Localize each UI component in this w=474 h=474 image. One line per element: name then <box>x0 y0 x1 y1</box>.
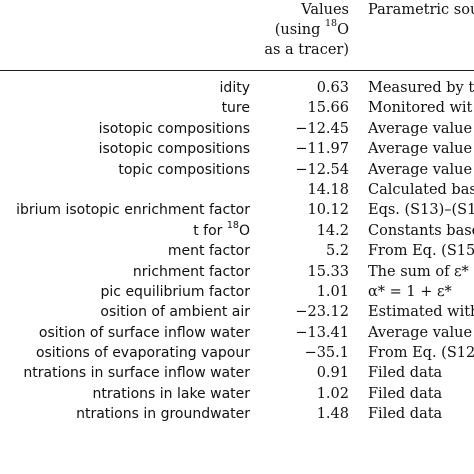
parameter-name-text: ment factor <box>167 243 250 260</box>
table-row: t for 18O 14.2 Constants base <box>0 221 474 241</box>
parameter-source: From Eq. (S12 <box>368 345 474 362</box>
parameter-name-text: pic equilibrium factor <box>100 283 250 300</box>
table-row: isotopic compositions −12.45 Average value <box>0 119 474 139</box>
parameter-value: 0.63 <box>316 80 349 96</box>
parameter-name: t for 18O <box>193 221 250 241</box>
parameter-source: Filed data <box>368 365 443 382</box>
parameter-name: isotopic compositions <box>99 119 250 139</box>
parameter-name-text: ntrations in surface inflow water <box>23 365 250 382</box>
parameter-name-text: t for <box>193 222 227 239</box>
parameter-name: nrichment factor <box>133 262 250 282</box>
parameter-source: Constants base <box>368 222 474 239</box>
parameter-source: Measured by th <box>368 80 474 96</box>
parameter-name: topic compositions <box>118 160 250 180</box>
table-row: ositions of evaporating vapour −35.1 From … <box>0 343 474 363</box>
parameter-value: 1.02 <box>316 385 349 402</box>
parameter-name-text: ibrium isotopic enrichment factor <box>16 202 250 219</box>
parameter-name: osition of surface inflow water <box>39 323 250 343</box>
parameter-name-text: idity <box>219 80 250 96</box>
parameter-source: Average value <box>368 161 473 178</box>
values-header-line3: as a tracer) <box>264 42 349 58</box>
parameter-value: 10.12 <box>307 202 349 219</box>
parameter-value: 0.91 <box>316 365 349 382</box>
parameter-source: Calculated bas <box>368 181 474 198</box>
parameter-value: 1.01 <box>316 283 349 300</box>
parameter-value: 15.66 <box>307 100 349 117</box>
parameter-source: α* = 1 + ε* <box>368 283 452 300</box>
parameter-value: 15.33 <box>307 263 349 280</box>
values-header-line2-pre: (using <box>274 22 326 38</box>
parameter-source: Monitored wit <box>368 100 473 117</box>
parameter-value: 14.2 <box>316 222 349 239</box>
table-row: ture 15.66 Monitored wit <box>0 98 474 118</box>
table-row: osition of ambient air −23.12 Estimated wi… <box>0 302 474 322</box>
parameter-source: The sum of ε* <box>368 263 469 280</box>
parameter-value: −13.41 <box>295 324 349 341</box>
parameter-source: Filed data <box>368 406 443 423</box>
table-row: idity 0.63 Measured by th <box>0 78 474 98</box>
parameter-name-text: osition of surface inflow water <box>38 324 250 341</box>
parameter-name: ntrations in surface inflow water <box>23 363 250 383</box>
parameter-source: From Eq. (S15 <box>368 243 474 260</box>
parameter-name: idity <box>220 78 250 98</box>
parameter-source: Average value <box>368 324 473 341</box>
parameter-source: Estimated with <box>368 304 474 321</box>
parameter-name: osition of ambient air <box>100 302 250 322</box>
parameter-value: 5.2 <box>325 243 349 260</box>
parameter-name: ture <box>222 98 250 118</box>
parameter-source: Average value <box>368 120 473 137</box>
parameter-name-text: nrichment factor <box>132 263 250 280</box>
parameter-source: Filed data <box>368 385 443 402</box>
parameter-name: ibrium isotopic enrichment factor <box>16 200 250 220</box>
parameter-name-text: ositions of evaporating vapour <box>35 345 250 362</box>
parameter-value: 14.18 <box>307 181 349 198</box>
source-column-header: Parametric sou <box>368 2 474 18</box>
parameter-value: −12.45 <box>295 120 349 137</box>
parameter-source: Average value <box>368 141 473 158</box>
parameter-value: −11.97 <box>295 141 349 158</box>
values-header-line2-post: O <box>337 22 349 38</box>
table-row: isotopic compositions −11.97 Average value <box>0 139 474 159</box>
values-column-header: Values (using 18O as a tracer) <box>255 0 349 60</box>
table-row: ntrations in lake water 1.02 Filed data <box>0 384 474 404</box>
parameter-value: 1.48 <box>316 406 349 423</box>
parameter-name: ntrations in groundwater <box>76 404 250 424</box>
table-body: idity 0.63 Measured by th ture 15.66 Monitore… <box>0 78 474 425</box>
table-row: 14.18 Calculated bas <box>0 180 474 200</box>
parameter-name-text: isotopic compositions <box>98 120 250 137</box>
parameter-name-post: O <box>238 222 250 239</box>
table-row: nrichment factor 15.33 The sum of ε* <box>0 262 474 282</box>
parameter-name: isotopic compositions <box>99 139 250 159</box>
values-header-line2: (using 18O <box>255 18 349 40</box>
parameter-name-text: ntrations in lake water <box>92 385 251 402</box>
values-header-line2-sup: 18 <box>325 18 338 30</box>
parameter-name: ositions of evaporating vapour <box>36 343 250 363</box>
parameter-name-text: ntrations in groundwater <box>76 406 250 423</box>
table-row: osition of surface inflow water −13.41 Ave… <box>0 323 474 343</box>
parameter-value: −12.54 <box>295 161 349 178</box>
parameter-name: pic equilibrium factor <box>101 282 250 302</box>
parameter-source: Eqs. (S13)–(S1 <box>368 202 474 219</box>
table-row: ment factor 5.2 From Eq. (S15 <box>0 241 474 261</box>
parameter-name-text: ture <box>221 100 250 117</box>
parameter-value: −23.12 <box>295 304 349 321</box>
parameter-name-text: osition of ambient air <box>100 304 250 321</box>
table-row: topic compositions −12.54 Average value <box>0 160 474 180</box>
parameter-name: ntrations in lake water <box>93 384 251 404</box>
parameter-name-text: topic compositions <box>118 161 250 178</box>
table-row: ntrations in groundwater 1.48 Filed data <box>0 404 474 424</box>
parameter-name-text: isotopic compositions <box>98 141 250 158</box>
table-row: ntrations in surface inflow water 0.91 Fil… <box>0 363 474 383</box>
parameter-value: −35.1 <box>304 345 349 362</box>
parameter-name: ment factor <box>168 241 250 261</box>
table-row: pic equilibrium factor 1.01 α* = 1 + ε* <box>0 282 474 302</box>
parameter-name-sup: 18 <box>226 220 239 232</box>
table-row: ibrium isotopic enrichment factor 10.12 Eq… <box>0 200 474 220</box>
values-header-line1: Values <box>301 2 349 18</box>
header-rule <box>0 70 474 71</box>
